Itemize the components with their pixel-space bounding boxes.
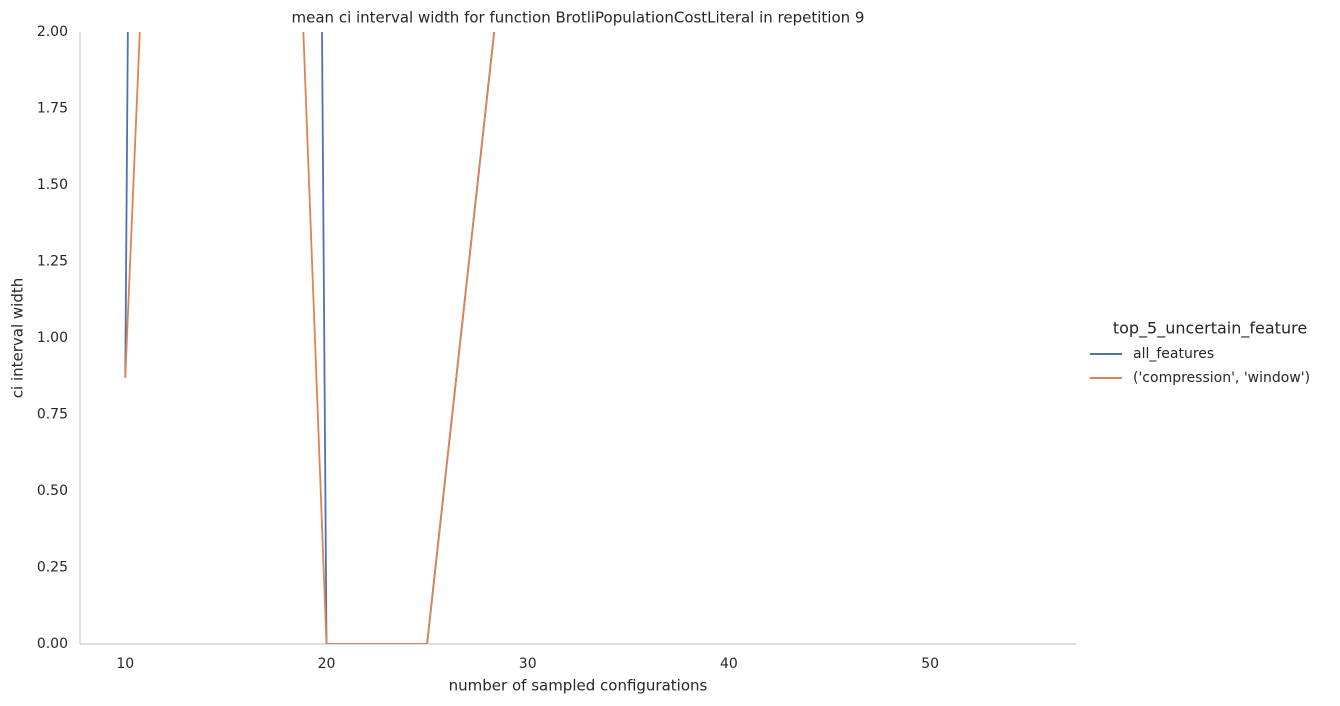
legend-label: all_features [1133,346,1214,362]
legend-title: top_5_uncertain_feature [1113,319,1307,339]
legend: top_5_uncertain_feature all_features ('co… [1090,319,1310,386]
y-tick-label: 0.75 [37,407,68,423]
x-tick-label: 20 [318,656,336,672]
plot-area [124,32,496,644]
y-tick-label: 1.00 [37,330,68,346]
y-tick-label: 0.00 [37,636,68,652]
series-line [124,32,496,644]
y-tick-label: 0.50 [37,483,68,499]
y-tick-label: 1.50 [37,177,68,193]
chart-title: mean ci interval width for function Brot… [292,9,865,27]
y-tick-label: 1.25 [37,254,68,270]
y-axis-label: ci interval width [9,278,27,398]
legend-label: ('compression', 'window') [1133,370,1310,386]
y-tick-label: 0.25 [37,560,68,576]
x-axis-label: number of sampled configurations [449,677,708,695]
y-tick-label: 2.00 [37,24,68,40]
x-tick-label: 10 [116,656,134,672]
x-tick-label: 30 [519,656,537,672]
y-tick-label: 1.75 [37,101,68,117]
x-tick-label: 40 [720,656,738,672]
series-line [124,32,496,644]
x-tick-label: 50 [921,656,939,672]
